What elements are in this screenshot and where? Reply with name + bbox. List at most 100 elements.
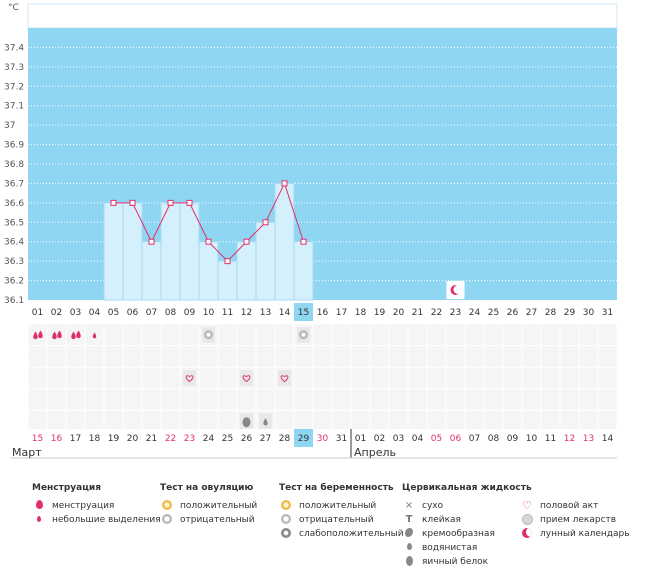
negative-test-icon [160, 514, 174, 526]
day-label: 04 [89, 308, 101, 318]
day-label: 25 [488, 308, 499, 318]
cycle-date-label: 02 [374, 434, 385, 444]
y-tick-label: 36.4 [4, 238, 24, 248]
temperature-bar [103, 202, 124, 301]
heart-icon [185, 375, 194, 383]
legend-ovulation: Тест на овуляцию положительный отрицател… [160, 483, 257, 527]
blood-drop-icon [57, 330, 62, 339]
cycle-date-label: 07 [469, 434, 480, 444]
legend-item-lunar: лунный календарь [520, 527, 630, 541]
legend-item-ovulation-negative: отрицательный [160, 513, 257, 527]
temperature-bar [198, 241, 219, 301]
symptom-grid [28, 324, 617, 432]
day-label: 24 [469, 308, 481, 318]
day-label: 02 [51, 308, 62, 318]
temperature-point [262, 219, 269, 226]
legend-item-pregnancy-negative: отрицательный [279, 513, 404, 527]
legend-ovulation-title: Тест на овуляцию [160, 483, 254, 493]
watery-drop-icon [263, 418, 268, 426]
blood-drop-icon [71, 331, 76, 340]
y-tick-label: 37.4 [4, 43, 24, 53]
cycle-date-label: 26 [241, 434, 253, 444]
day-label: 05 [108, 308, 119, 318]
legend-item-intercourse: ♡ половой акт [520, 499, 630, 513]
y-tick-label: 36.6 [4, 199, 24, 209]
symptom-cell-bg [240, 370, 253, 386]
cycle-date-label: 23 [184, 434, 195, 444]
heart-icon: ♡ [522, 499, 532, 512]
temperature-point [129, 199, 136, 206]
y-tick-label: 36.1 [4, 296, 24, 306]
day-label: 17 [336, 308, 347, 318]
day-label: 30 [583, 308, 595, 318]
temperature-bar [293, 241, 314, 301]
small-drop-icon [92, 332, 97, 339]
y-tick-label: 36.2 [4, 277, 24, 287]
day-label: 12 [241, 308, 252, 318]
cycle-date-label: 04 [412, 434, 424, 444]
sticky-icon: T [405, 514, 413, 525]
cycle-date-label: 08 [488, 434, 500, 444]
legend-pregnancy-title: Тест на беременность [279, 483, 394, 493]
cycle-date-label: 10 [526, 434, 538, 444]
legend-item-spotting: небольшие выделения [32, 513, 161, 527]
cycle-date-label: 14 [602, 434, 614, 444]
heart-icon [280, 375, 289, 383]
temperature-bar [141, 241, 162, 301]
day-row [28, 303, 617, 321]
legend-menstruation-title: Менструация [32, 483, 101, 493]
legend-item-menstruation: менструация [32, 499, 161, 513]
day-label: 15 [298, 308, 309, 318]
legend-item-ovulation-positive: положительный [160, 499, 257, 513]
y-tick-label: 37 [4, 121, 15, 131]
cycle-date-label: 11 [545, 434, 556, 444]
day-label: 08 [165, 308, 177, 318]
egg-white-drop-icon [402, 556, 416, 568]
cycle-date-label: 12 [564, 434, 575, 444]
negative-test-icon-core [301, 332, 306, 337]
legend-item-pregnancy-positive: положительный [279, 499, 404, 513]
temperature-point [281, 180, 288, 187]
legend-item-creamy: кремообразная [402, 527, 532, 541]
day-label: 31 [602, 308, 613, 318]
day-label: 14 [279, 308, 291, 318]
y-tick-label: 37.2 [4, 82, 24, 92]
cycle-date-label: 13 [583, 434, 594, 444]
cycle-date-label: 22 [165, 434, 176, 444]
day-label: 06 [127, 308, 139, 318]
legend-item-pregnancy-weak: слабоположительный [279, 527, 404, 541]
day-label: 27 [526, 308, 537, 318]
day-label: 22 [431, 308, 442, 318]
y-tick-label: 37.1 [4, 102, 24, 112]
temperature-bar [274, 182, 295, 301]
legend-item-watery: водянистая [402, 541, 532, 555]
y-tick-label: 36.5 [4, 218, 24, 228]
negative-test-icon [279, 514, 293, 526]
cycle-date-label: 20 [127, 434, 139, 444]
positive-test-icon [160, 500, 174, 512]
symptom-cell-bg [183, 370, 196, 386]
day-label: 26 [507, 308, 519, 318]
blood-drop-icon [76, 330, 81, 339]
day-label: 11 [222, 308, 233, 318]
legend-menstruation: Менструация менструация небольшие выделе… [32, 483, 161, 527]
cycle-date-label: 28 [279, 434, 291, 444]
legend-item-medication: прием лекарств [520, 513, 630, 527]
moon-icon [520, 528, 534, 540]
cycle-date-row [28, 429, 617, 447]
cycle-date-label: 21 [146, 434, 157, 444]
day-label: 19 [374, 308, 386, 318]
legend-other: ♡ половой акт прием лекарств лунный кален… [520, 483, 630, 541]
day-label: 03 [70, 308, 81, 318]
cycle-date-label: 24 [203, 434, 215, 444]
day-label: 28 [545, 308, 557, 318]
watery-drop-icon [402, 542, 416, 554]
temperature-bar [236, 241, 257, 301]
y-unit-label: °C [8, 3, 19, 13]
temperature-point [110, 199, 117, 206]
negative-test-icon-core [206, 332, 211, 337]
day-label: 01 [32, 308, 43, 318]
creamy-icon [402, 528, 416, 540]
